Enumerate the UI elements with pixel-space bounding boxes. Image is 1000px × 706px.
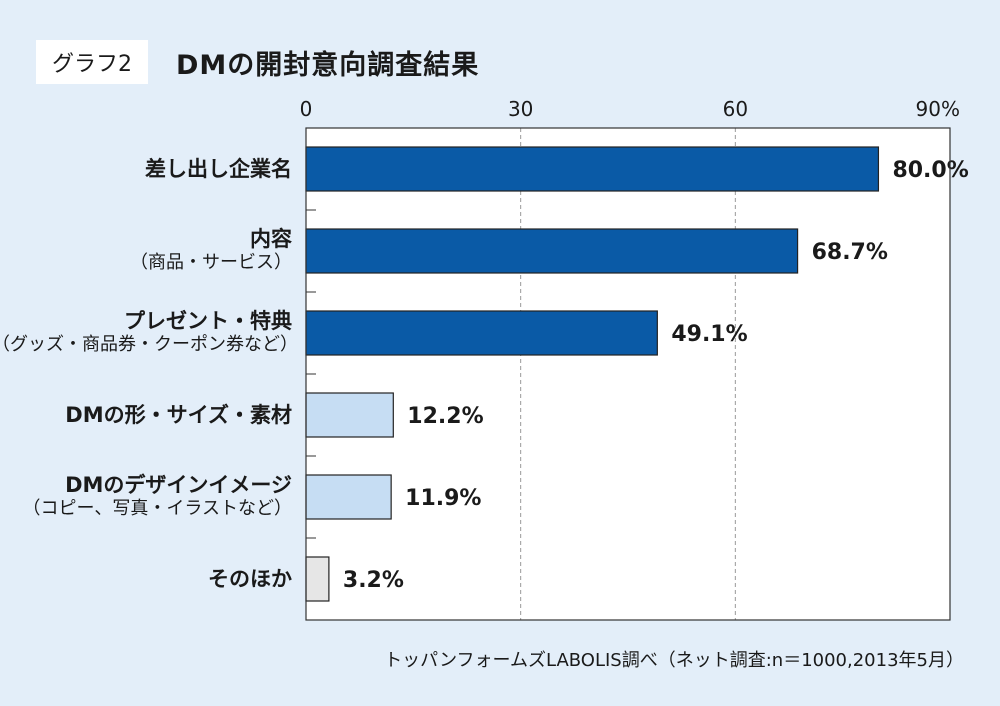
chart-number-badge: グラフ2 <box>36 40 148 84</box>
bar-value-label: 68.7% <box>812 240 888 265</box>
category-label: 差し出し企業名 <box>0 156 292 182</box>
bar <box>305 392 394 438</box>
category-label-sub: （グッズ・商品券・クーポン券など） <box>0 334 298 356</box>
category-label-main: DMのデザインイメージ <box>65 473 292 497</box>
bar-value-label: 11.9% <box>405 486 481 511</box>
chart-title: DMの開封意向調査結果 <box>176 49 480 81</box>
x-tick-label: 0 <box>300 97 313 121</box>
category-label-main: 差し出し企業名 <box>145 157 292 181</box>
bar-value-label: 3.2% <box>343 568 404 593</box>
bar-value-label: 80.0% <box>892 158 968 183</box>
category-label: そのほか <box>0 566 292 592</box>
x-tick-label: 60 <box>723 97 748 121</box>
category-label: DMのデザインイメージ （コピー、写真・イラストなど） <box>0 472 292 521</box>
bar <box>305 228 799 274</box>
category-label: DMの形・サイズ・素材 <box>0 402 292 428</box>
plot-area <box>306 128 950 620</box>
bar <box>305 310 658 356</box>
plot-border <box>305 127 951 621</box>
category-label-sub: （商品・サービス） <box>130 252 292 274</box>
bar-value-label: 49.1% <box>671 322 747 347</box>
x-tick-label: 90% <box>916 97 960 121</box>
bar <box>305 146 880 192</box>
category-label-sub: （コピー、写真・イラストなど） <box>22 498 292 520</box>
category-label-main: そのほか <box>208 567 292 591</box>
category-label: プレゼント・特典 （グッズ・商品券・クーポン券など） <box>0 308 298 357</box>
category-label-main: プレゼント・特典 <box>124 309 292 333</box>
category-label: 内容 （商品・サービス） <box>0 226 292 275</box>
x-tick-label: 30 <box>508 97 533 121</box>
bar <box>305 556 330 602</box>
category-label-main: 内容 <box>250 227 292 251</box>
bar-value-label: 12.2% <box>407 404 483 429</box>
bar <box>305 474 392 520</box>
category-label-main: DMの形・サイズ・素材 <box>65 403 292 427</box>
source-note: トッパンフォームズLABOLIS調べ（ネット調査:n＝1000,2013年5月） <box>384 650 964 671</box>
